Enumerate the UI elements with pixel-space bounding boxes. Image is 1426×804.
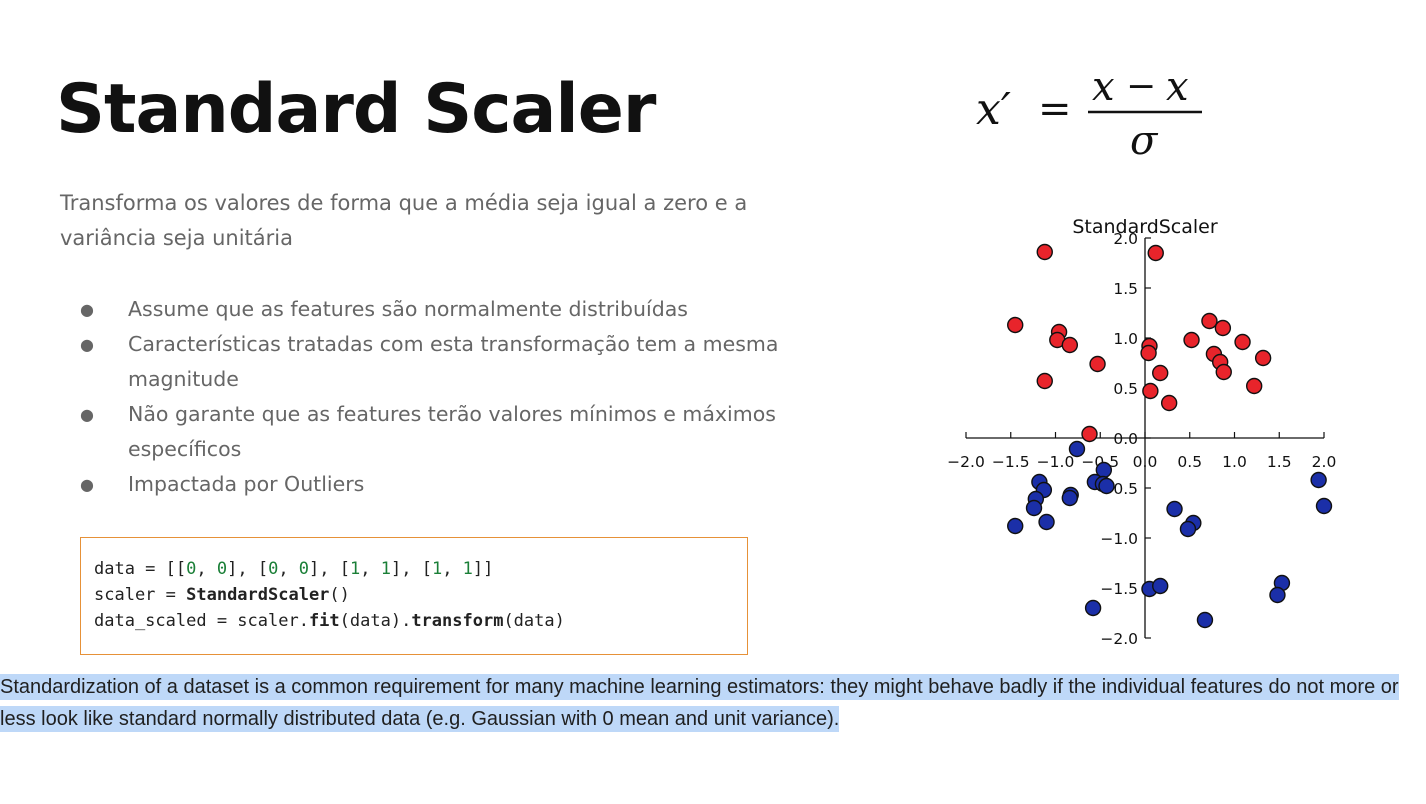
formula-denominator: σ bbox=[1130, 118, 1159, 164]
standardization-formula: x′ = x − x ¯ σ bbox=[976, 62, 1202, 164]
blue-data-point bbox=[1061, 489, 1079, 507]
blue-data-point bbox=[1025, 499, 1043, 517]
bullet-dot-icon: ● bbox=[80, 335, 94, 354]
bullet-item: ● Assume que as features são normalmente … bbox=[78, 292, 838, 327]
bullet-item: ● Características tratadas com esta trans… bbox=[78, 327, 838, 397]
blue-data-point bbox=[1007, 517, 1024, 535]
red-data-point bbox=[1254, 349, 1272, 367]
slide-subtitle: Transforma os valores de forma que a méd… bbox=[60, 191, 748, 250]
x-tick-label: −2.0 bbox=[947, 453, 985, 471]
red-data-point bbox=[1234, 333, 1251, 351]
formula-minus: − bbox=[1126, 66, 1156, 107]
formula-bar: ¯ bbox=[1169, 62, 1184, 84]
bullet-dot-icon: ● bbox=[80, 405, 94, 424]
red-data-point bbox=[1160, 394, 1178, 412]
blue-data-point bbox=[1179, 520, 1197, 538]
red-data-point bbox=[1152, 364, 1169, 382]
blue-data-point bbox=[1098, 477, 1115, 495]
blue-data-point bbox=[1166, 500, 1183, 518]
red-data-point bbox=[1214, 319, 1232, 337]
y-tick-label: 2.0 bbox=[1113, 230, 1138, 248]
blue-data-point bbox=[1310, 471, 1327, 489]
bullet-dot-icon: ● bbox=[80, 300, 94, 319]
bullet-text: Impactada por Outliers bbox=[128, 472, 365, 496]
red-data-point bbox=[1036, 372, 1053, 390]
bullet-item: ● Não garante que as features terão valor… bbox=[78, 397, 838, 467]
code-line-1: data = [[0, 0], [0, 0], [1, 1], [1, 1]] bbox=[94, 559, 494, 579]
y-tick-label: −2.0 bbox=[1100, 630, 1138, 648]
red-data-point bbox=[1201, 312, 1218, 330]
blue-data-point bbox=[1315, 497, 1333, 515]
selected-note: Standardization of a dataset is a common… bbox=[0, 671, 1426, 735]
y-tick-label: 1.0 bbox=[1113, 330, 1138, 348]
scatter-chart: StandardScaler −2.0 −1.5 −1.0 −0.5 0.0 0.5 1.0… bbox=[947, 216, 1337, 648]
x-tick-label: 1.0 bbox=[1222, 453, 1247, 471]
formula-numerator-xbar: x bbox=[1166, 64, 1189, 110]
red-data-point bbox=[1183, 331, 1200, 349]
x-tick-label: 0.5 bbox=[1177, 453, 1202, 471]
code-line-3: data_scaled = scaler.fit(data).transform… bbox=[94, 611, 565, 631]
y-tick-label: 0.0 bbox=[1113, 430, 1138, 448]
code-line-2: scaler = StandardScaler() bbox=[94, 585, 350, 605]
red-data-point bbox=[1245, 377, 1263, 395]
y-tick-label: 0.5 bbox=[1113, 380, 1138, 398]
bullet-item: ● Impactada por Outliers bbox=[78, 467, 838, 502]
red-data-point bbox=[1089, 355, 1106, 373]
slide-title: Standard Scaler bbox=[56, 70, 656, 149]
red-data-point bbox=[1147, 244, 1164, 262]
blue-data-point bbox=[1068, 440, 1086, 458]
bullet-text: Não garante que as features terão valore… bbox=[128, 402, 776, 461]
y-tick-label: 1.5 bbox=[1113, 280, 1138, 298]
formula-numerator-x: x bbox=[1092, 64, 1115, 110]
bullet-text: Características tratadas com esta transf… bbox=[128, 332, 779, 391]
red-data-point bbox=[1036, 243, 1053, 261]
x-tick-label: 1.5 bbox=[1267, 453, 1292, 471]
blue-data-point bbox=[1269, 586, 1286, 604]
red-data-point bbox=[1215, 363, 1232, 381]
x-tick-label: 0.0 bbox=[1133, 453, 1158, 471]
red-data-point bbox=[1081, 425, 1098, 443]
red-data-point bbox=[1007, 316, 1024, 334]
red-data-point bbox=[1142, 382, 1159, 400]
formula-lhs: x′ bbox=[976, 84, 1011, 135]
red-data-point bbox=[1140, 344, 1157, 362]
chart-title: StandardScaler bbox=[1072, 216, 1218, 238]
x-tick-label: −1.0 bbox=[1037, 453, 1075, 471]
blue-data-point bbox=[1196, 611, 1214, 629]
y-tick-label: −1.0 bbox=[1100, 530, 1138, 548]
formula-equals: = bbox=[1038, 86, 1072, 132]
note-text: Standardization of a dataset is a common… bbox=[0, 674, 1399, 732]
bullet-text: Assume que as features são normalmente d… bbox=[128, 297, 688, 321]
code-snippet: data = [[0, 0], [0, 0], [1, 1], [1, 1]] … bbox=[80, 537, 748, 655]
bullet-dot-icon: ● bbox=[80, 475, 94, 494]
x-tick-label: 2.0 bbox=[1312, 453, 1337, 471]
blue-data-point bbox=[1038, 513, 1055, 531]
blue-data-point bbox=[1152, 577, 1169, 595]
y-tick-label: −1.5 bbox=[1100, 580, 1138, 598]
blue-data-point bbox=[1084, 599, 1102, 617]
red-data-point bbox=[1061, 336, 1079, 354]
x-tick-label: −1.5 bbox=[992, 453, 1030, 471]
bullet-list: ● Assume que as features são normalmente … bbox=[78, 292, 838, 502]
